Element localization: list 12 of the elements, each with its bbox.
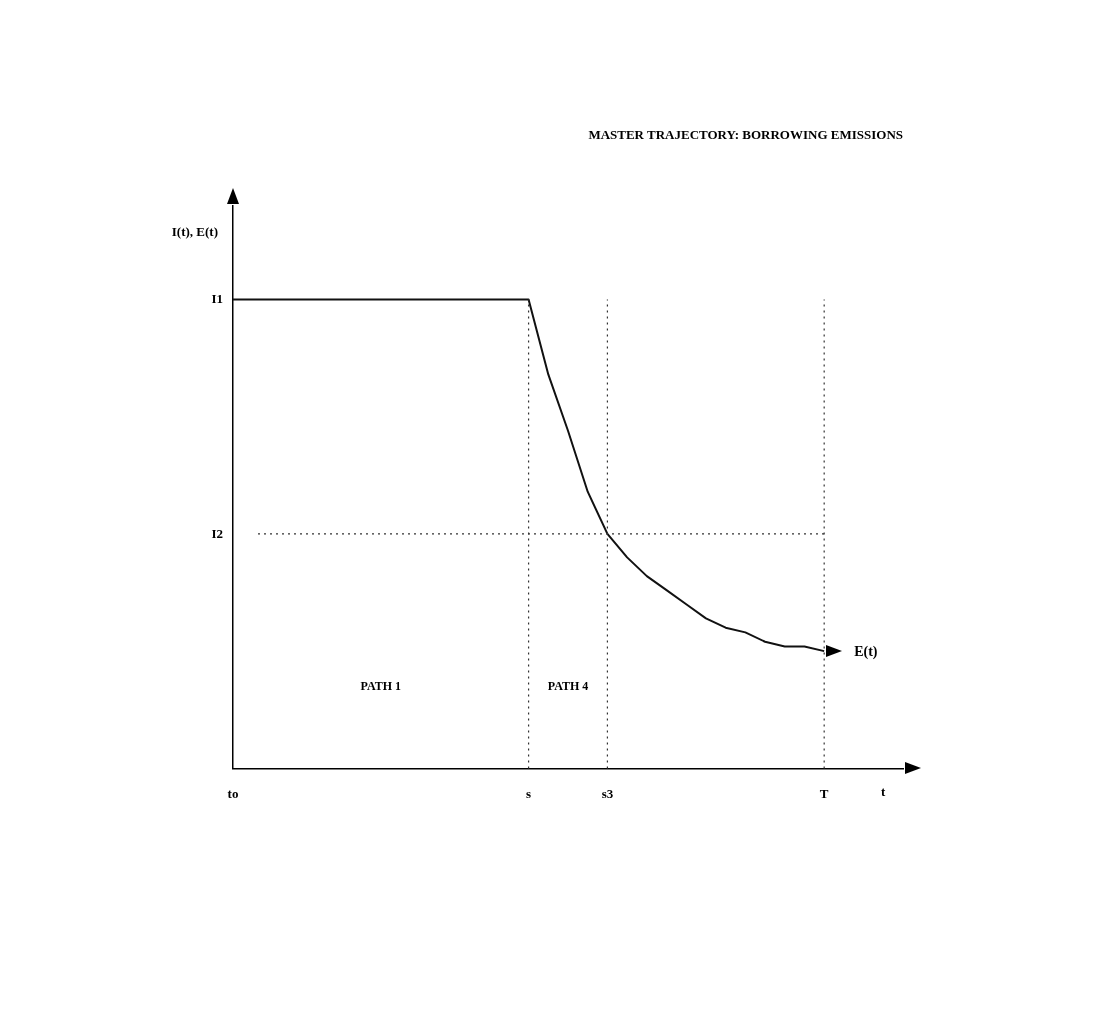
ref-line-label: I2 bbox=[211, 525, 223, 541]
annotation: PATH 1 bbox=[360, 678, 402, 693]
x-tick-label: T bbox=[819, 785, 829, 801]
x-tick-label: s bbox=[526, 785, 532, 801]
x-axis-title: t bbox=[881, 784, 887, 800]
y-axis-title: I(t), E(t) bbox=[171, 223, 218, 239]
annotation: I1 bbox=[211, 291, 223, 307]
text: E(t) bbox=[854, 644, 878, 661]
chart-title: MASTER TRAJECTORY: BORROWING EMISSIONS bbox=[588, 127, 903, 143]
x-tick-label: to bbox=[227, 785, 239, 801]
x-tick-label: s3 bbox=[601, 785, 614, 801]
annotation: PATH 4 bbox=[547, 678, 589, 693]
